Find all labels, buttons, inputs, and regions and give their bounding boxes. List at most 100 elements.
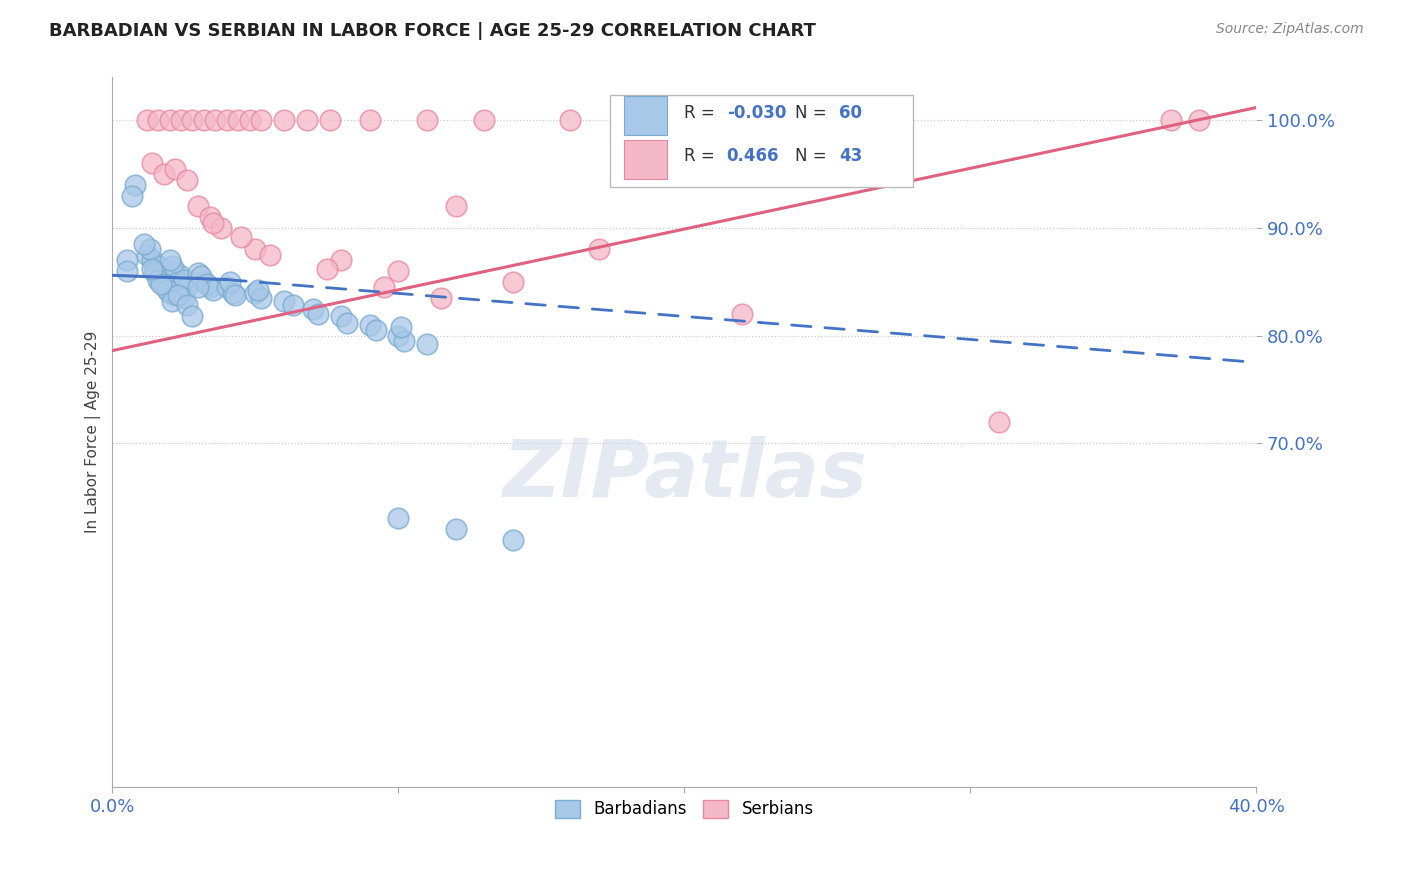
Y-axis label: In Labor Force | Age 25-29: In Labor Force | Age 25-29: [86, 331, 101, 533]
Point: [165, 161, 187, 176]
Point: [143, 264, 166, 278]
Point: [159, 285, 181, 300]
Point: [215, 113, 238, 128]
Point: [198, 211, 221, 225]
Point: [135, 113, 157, 128]
Point: [143, 266, 166, 280]
Point: [273, 294, 295, 309]
Point: [224, 287, 246, 301]
Point: [588, 243, 610, 257]
Point: [181, 309, 204, 323]
Point: [444, 522, 467, 536]
Point: [150, 277, 173, 291]
Point: [170, 113, 193, 128]
FancyBboxPatch shape: [624, 96, 668, 136]
Point: [373, 280, 395, 294]
Point: [558, 113, 581, 128]
Point: [159, 113, 181, 128]
Point: [115, 253, 138, 268]
Point: [218, 275, 240, 289]
Point: [176, 172, 198, 186]
Point: [187, 199, 209, 213]
Point: [295, 113, 318, 128]
Point: [115, 264, 138, 278]
Point: [195, 277, 218, 291]
Point: [138, 243, 160, 257]
Point: [141, 253, 163, 268]
Point: [153, 167, 176, 181]
Point: [193, 113, 215, 128]
Point: [316, 261, 339, 276]
Point: [165, 264, 187, 278]
Point: [181, 113, 204, 128]
Point: [336, 316, 359, 330]
Point: [141, 156, 163, 170]
Text: R =: R =: [685, 103, 720, 121]
Point: [245, 243, 267, 257]
Point: [201, 284, 224, 298]
Point: [173, 272, 195, 286]
Point: [392, 334, 415, 348]
Point: [201, 216, 224, 230]
Point: [204, 113, 226, 128]
Point: [307, 307, 329, 321]
Point: [162, 294, 184, 309]
Text: 0.466: 0.466: [727, 147, 779, 165]
Text: N =: N =: [796, 147, 832, 165]
Point: [156, 284, 179, 298]
Point: [387, 328, 409, 343]
Point: [215, 280, 238, 294]
Text: 60: 60: [839, 103, 862, 121]
Point: [173, 291, 195, 305]
Point: [319, 113, 342, 128]
Point: [416, 113, 439, 128]
Point: [229, 229, 252, 244]
Point: [187, 266, 209, 280]
Point: [190, 269, 212, 284]
Point: [444, 199, 467, 213]
FancyBboxPatch shape: [624, 139, 668, 178]
Point: [259, 248, 281, 262]
Point: [250, 291, 273, 305]
Point: [250, 113, 273, 128]
Point: [502, 533, 524, 547]
Text: Source: ZipAtlas.com: Source: ZipAtlas.com: [1216, 22, 1364, 37]
Point: [845, 113, 868, 128]
Point: [135, 248, 157, 262]
Point: [167, 287, 190, 301]
Point: [330, 309, 353, 323]
Point: [387, 511, 409, 525]
Point: [247, 284, 270, 298]
Point: [153, 277, 176, 291]
Point: [170, 269, 193, 284]
Point: [153, 269, 176, 284]
Point: [673, 113, 696, 128]
Point: [141, 261, 163, 276]
Point: [273, 113, 295, 128]
Point: [193, 275, 215, 289]
Text: -0.030: -0.030: [727, 103, 786, 121]
Point: [730, 307, 752, 321]
Point: [159, 253, 181, 268]
Text: N =: N =: [796, 103, 832, 121]
Point: [176, 298, 198, 312]
Point: [167, 275, 190, 289]
Text: 43: 43: [839, 147, 862, 165]
Point: [162, 259, 184, 273]
Point: [146, 272, 169, 286]
Point: [245, 285, 267, 300]
Point: [987, 415, 1010, 429]
Point: [124, 178, 146, 192]
Point: [198, 280, 221, 294]
Point: [146, 259, 169, 273]
Point: [221, 285, 243, 300]
Point: [281, 298, 304, 312]
FancyBboxPatch shape: [610, 95, 912, 187]
Point: [1188, 113, 1211, 128]
Point: [146, 113, 169, 128]
Point: [176, 280, 198, 294]
Point: [239, 113, 262, 128]
Point: [364, 323, 387, 337]
Point: [121, 188, 143, 202]
Point: [330, 253, 353, 268]
